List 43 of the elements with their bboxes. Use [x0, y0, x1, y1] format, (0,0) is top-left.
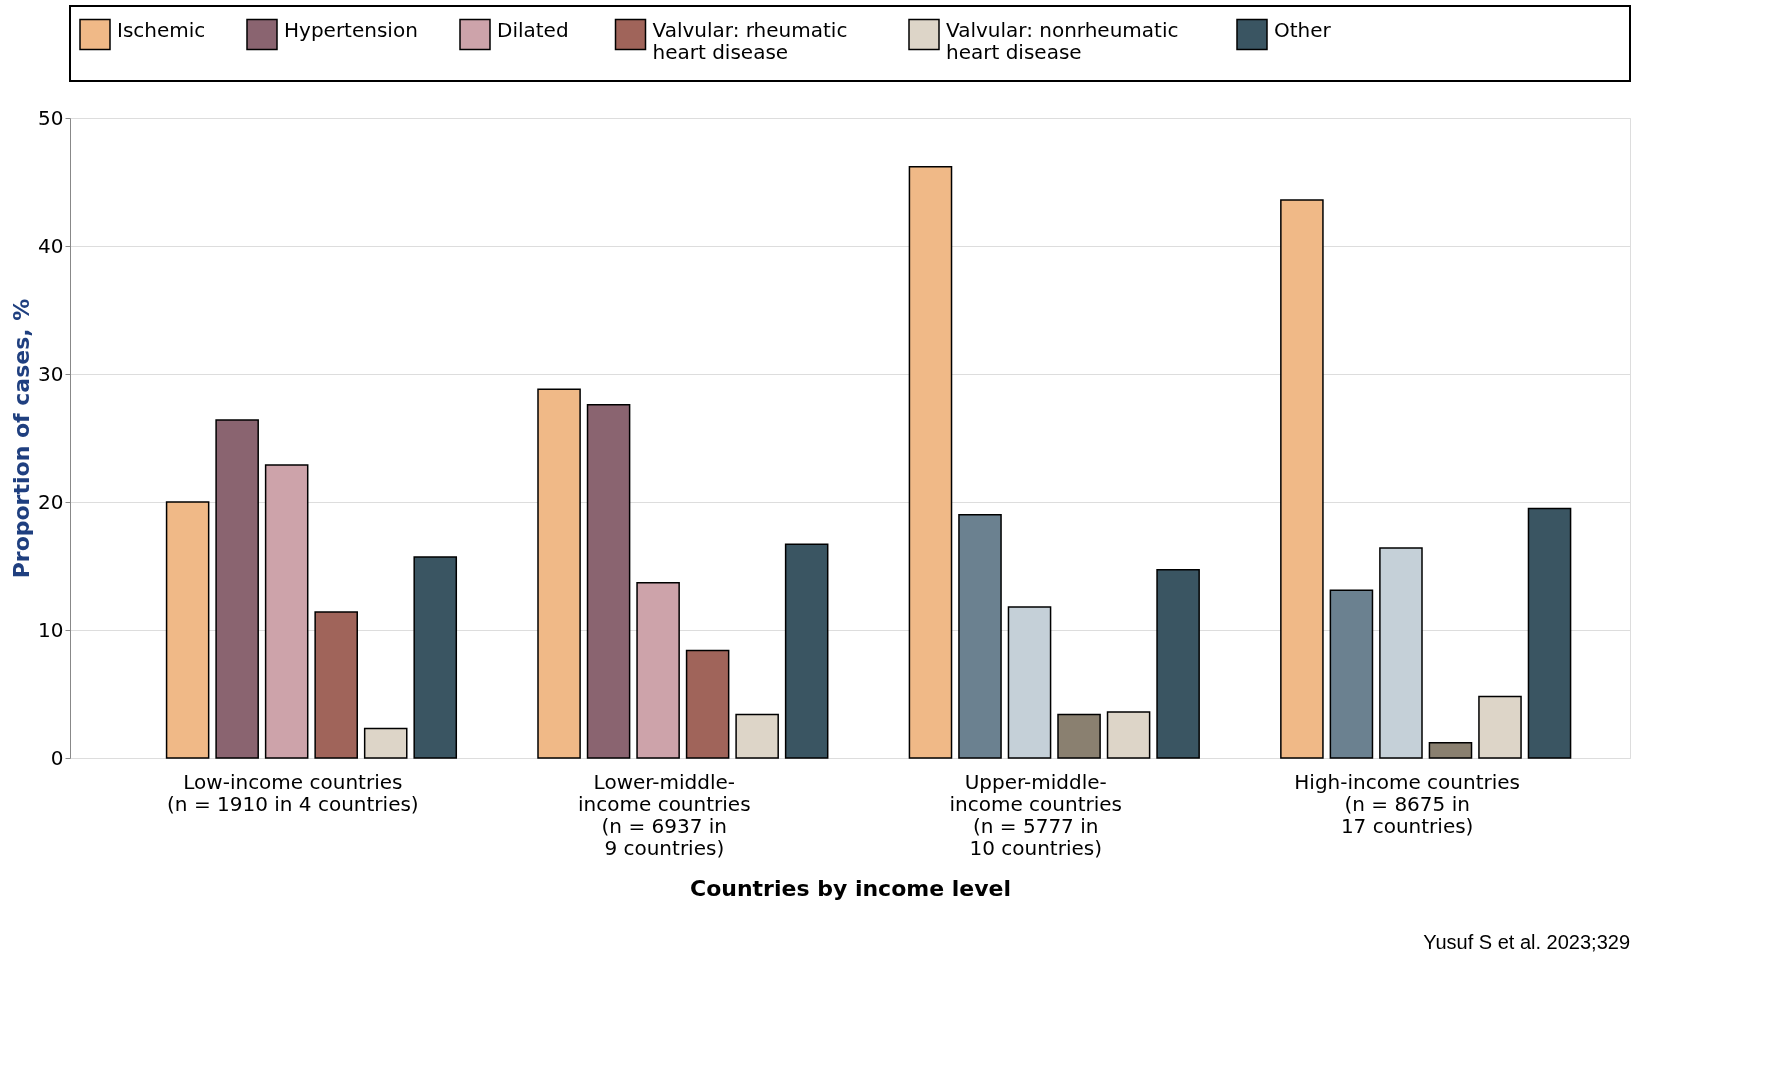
bar [1057, 713, 1101, 759]
bar [1527, 507, 1572, 759]
x-axis-title: Countries by income level [689, 875, 1012, 901]
bar [1329, 589, 1374, 759]
y-tick-label: 50 [38, 105, 64, 130]
bar [685, 649, 730, 759]
bar [1156, 569, 1200, 759]
bar [958, 514, 1002, 759]
bar [165, 501, 210, 759]
bar [1106, 711, 1151, 759]
x-tick-label: Lower-middle- income countries (n = 6937 in 9 countries) [578, 769, 751, 860]
text: Yusuf S et al. 2023;329 [1423, 931, 1630, 953]
y-tick-label: 40 [38, 233, 64, 258]
legend-label: Hypertension [284, 17, 418, 42]
bar [363, 727, 408, 759]
bar [586, 403, 631, 759]
y-tick-label: 20 [38, 489, 64, 514]
legend-label: Dilated [497, 17, 569, 42]
bar [1478, 695, 1522, 759]
x-tick-label: Upper-middle- income countries (n = 5777 in 10 countries) [949, 769, 1122, 860]
legend-label: Valvular: rheumatic heart disease [652, 17, 848, 64]
bar [413, 556, 458, 759]
y-tick-label: 0 [50, 745, 64, 770]
bar [537, 388, 581, 759]
bar [264, 464, 309, 759]
bar [784, 543, 829, 759]
bar [636, 581, 680, 759]
y-tick-label: 30 [38, 361, 64, 386]
bar [314, 611, 358, 759]
x-tick-label: High-income countries (n = 8675 in 17 countries) [1294, 769, 1521, 838]
bar [735, 713, 779, 759]
y-tick-label: 10 [38, 617, 64, 642]
legend-label: Valvular: nonrheumatic heart disease [946, 17, 1179, 64]
legend-label: Other [1274, 17, 1332, 42]
bar [1428, 741, 1473, 759]
legend-label: Ischemic [117, 17, 206, 42]
y-axis-title: Proportion of cases, % [9, 298, 35, 579]
bar [1007, 606, 1052, 759]
bar [1379, 547, 1423, 759]
bar [215, 419, 259, 759]
bar [1280, 199, 1324, 759]
x-tick-label: Low-income countries (n = 1910 in 4 countries) [167, 769, 419, 816]
bar [908, 165, 953, 759]
